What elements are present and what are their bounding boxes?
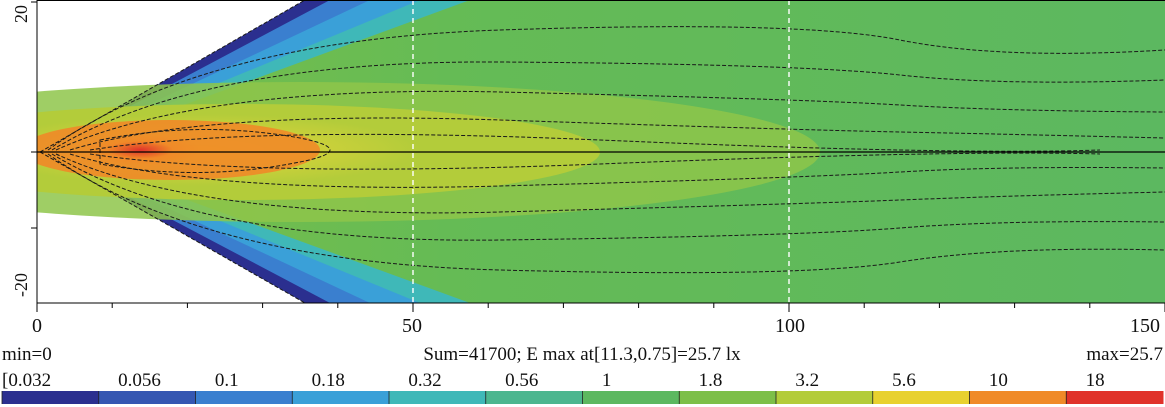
legend-swatch-9 <box>872 391 970 404</box>
legend-swatch-11 <box>1066 391 1164 404</box>
grid-lines <box>412 0 790 303</box>
plot-area <box>37 0 1165 303</box>
legend-swatch-5 <box>485 391 583 404</box>
legend-label-11: 18 <box>1086 370 1105 391</box>
legend-swatch-7 <box>679 391 777 404</box>
legend-swatch-6 <box>582 391 680 404</box>
legend-label-6: 1 <box>602 370 612 391</box>
x-tick-label-100: 100 <box>775 315 805 337</box>
x-tick-label-50: 50 <box>402 315 422 337</box>
legend-label-4: 0.32 <box>408 370 441 391</box>
legend-swatch-0 <box>2 391 100 404</box>
x-tick-label-0: 0 <box>32 315 42 337</box>
legend-label-0: [0.032 <box>2 370 51 391</box>
x-axis-ticks <box>36 303 1165 312</box>
band-red <box>80 134 200 166</box>
contour-lines <box>39 0 1165 303</box>
legend-swatch-8 <box>776 391 874 404</box>
y-tick-label-neg20: -20 <box>11 273 31 297</box>
x-tick-label-150: 150 <box>1130 315 1160 337</box>
legend-swatch-1 <box>98 391 196 404</box>
legend-swatch-3 <box>292 391 390 404</box>
legend-labels: [0.032 0.056 0.1 0.18 0.32 0.56 1 1.8 3.2 5.6 10 18 <box>2 370 1105 391</box>
summary-label: Sum=41700; E max at[11.3,0.75]=25.7 lx <box>423 344 741 365</box>
legend-label-2: 0.1 <box>215 370 239 391</box>
legend-label-9: 5.6 <box>892 370 916 391</box>
max-label: max=25.7 <box>1086 344 1163 365</box>
legend-color-bar <box>1 391 1164 404</box>
legend-swatch-10 <box>969 391 1067 404</box>
legend-label-7: 1.8 <box>699 370 723 391</box>
legend-label-5: 0.56 <box>505 370 538 391</box>
legend-swatch-2 <box>195 391 293 404</box>
legend-label-3: 0.18 <box>312 370 345 391</box>
legend-label-10: 10 <box>989 370 1008 391</box>
legend-label-8: 3.2 <box>795 370 819 391</box>
legend-label-1: 0.056 <box>118 370 161 391</box>
legend-swatch-4 <box>389 391 487 404</box>
y-tick-label-20: 20 <box>11 5 31 23</box>
min-label: min=0 <box>2 344 52 365</box>
